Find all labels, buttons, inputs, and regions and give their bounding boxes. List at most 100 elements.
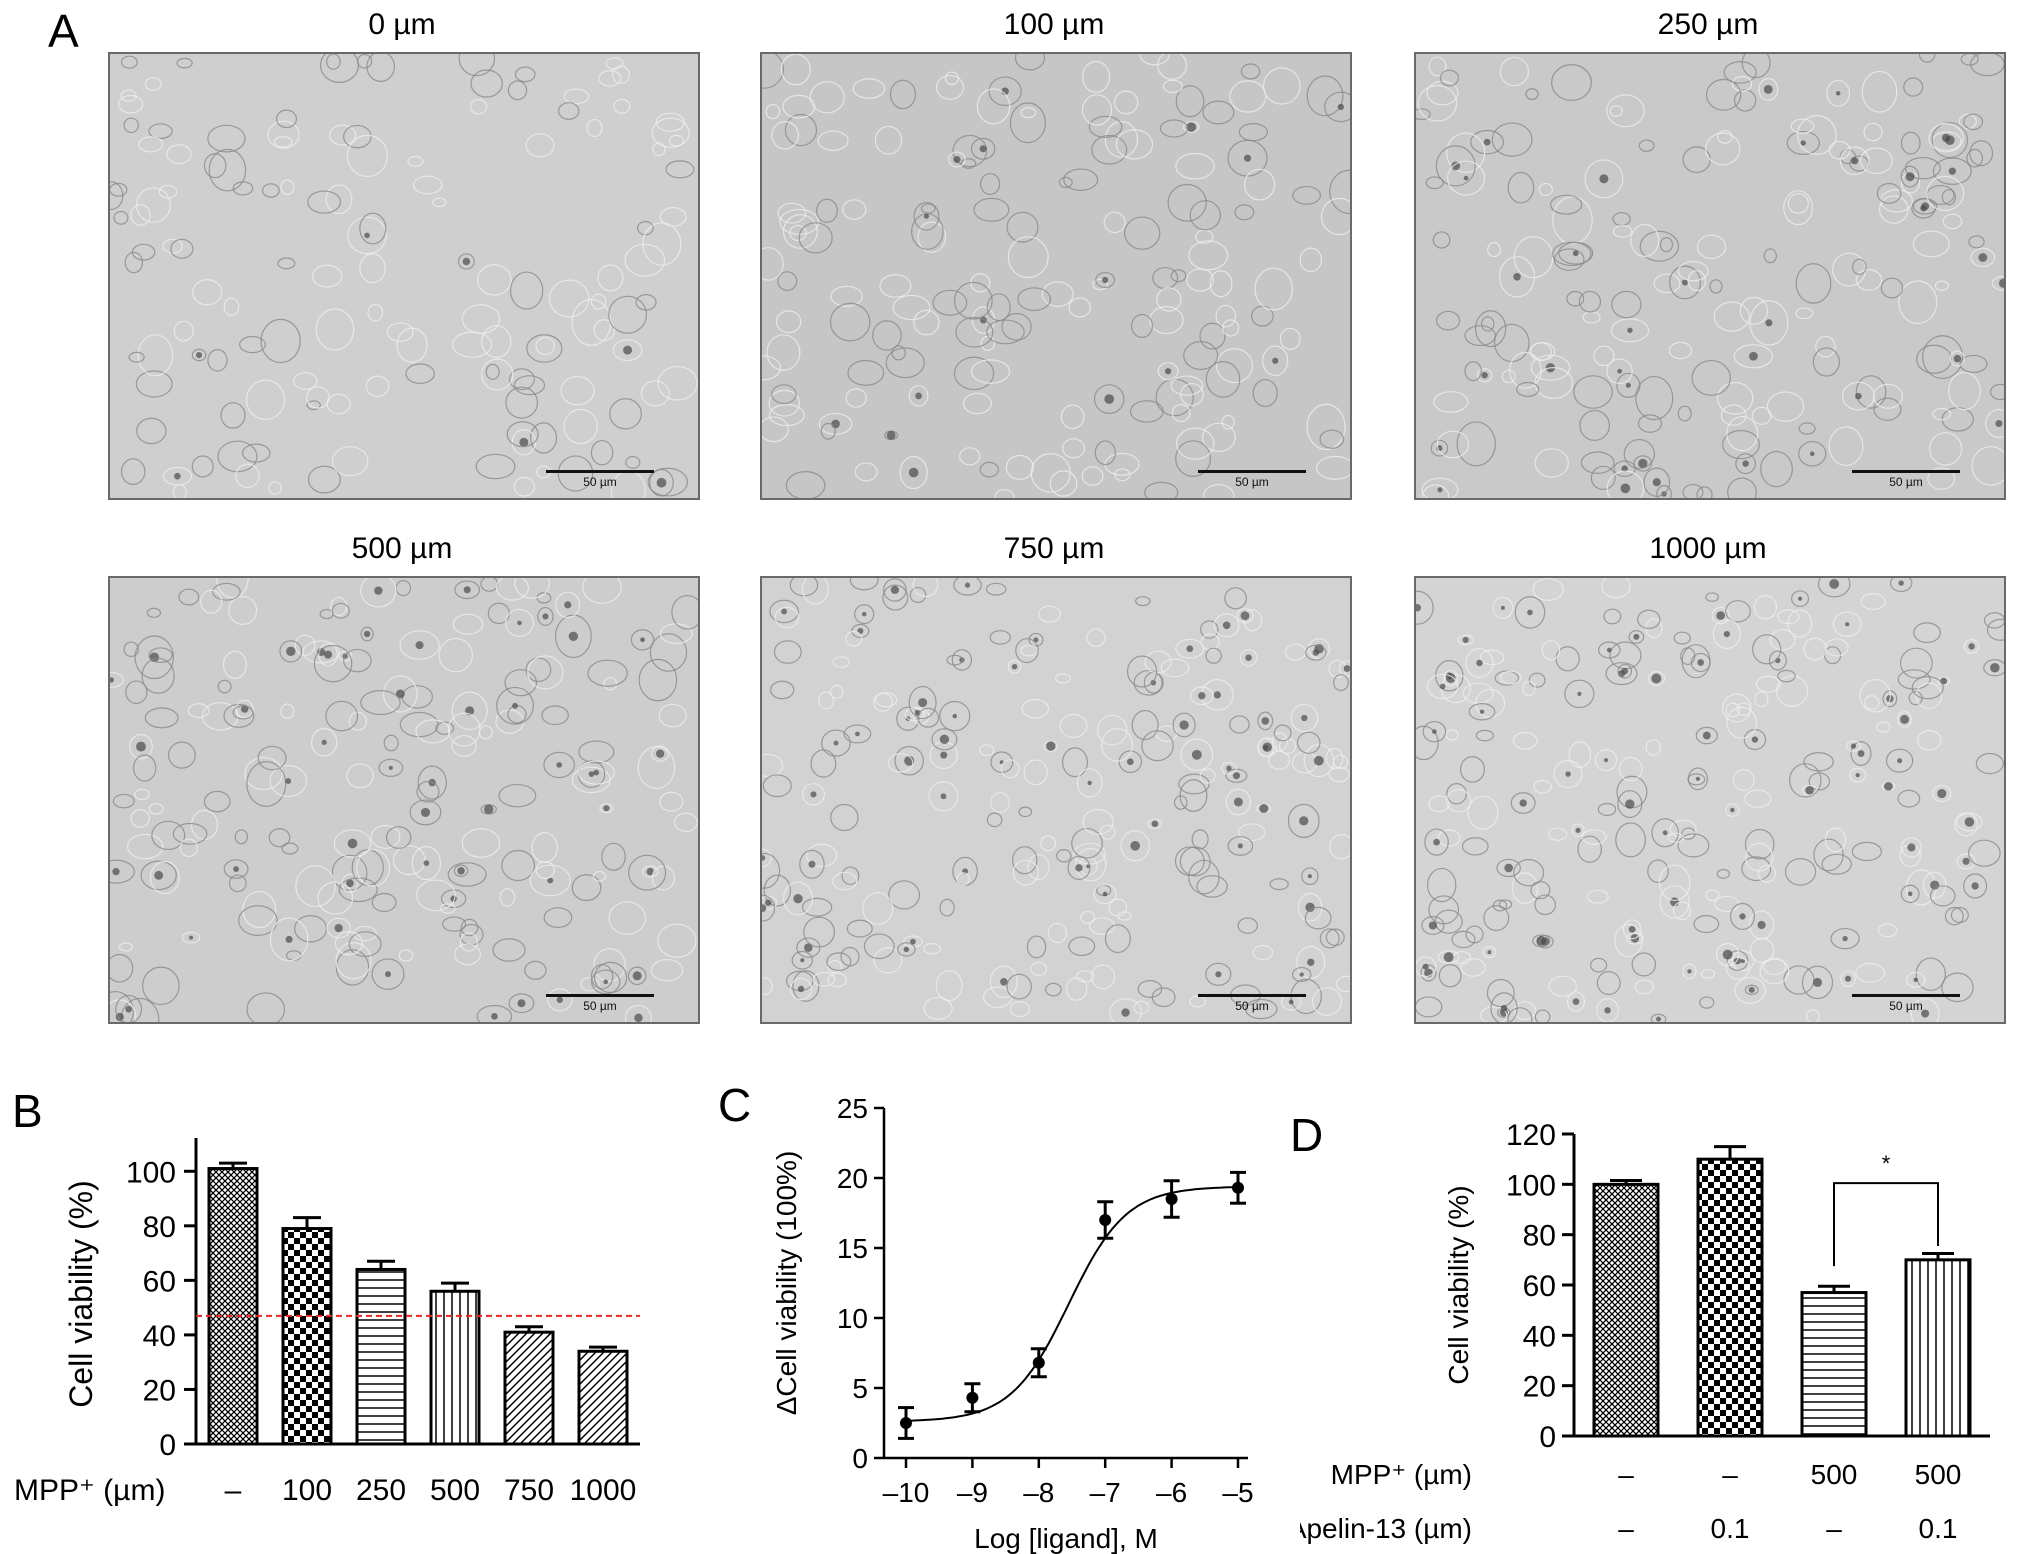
cell-outline [1653,273,1681,294]
cell-nucleus [1633,633,1640,640]
cell-outline [1006,211,1039,243]
cell-outline [1092,278,1109,291]
scale-bar [1198,470,1306,473]
cell-outline [1291,966,1312,983]
cell-outline [223,297,240,317]
cell-nucleus [1740,958,1746,964]
cell-outline [777,202,807,224]
cell-outline [1243,168,1276,201]
cell-outline [762,852,781,889]
cell-outline [613,98,631,114]
y-tick-label: 80 [1523,1220,1556,1253]
cell-outline [1860,593,1886,611]
cell-nucleus [1000,978,1008,986]
cell-outline [1885,748,1914,773]
cell-outline [1564,679,1595,709]
cell-nucleus [890,585,900,595]
cell-outline [508,993,535,1014]
cell-outline [1723,61,1757,84]
cell-outline [1851,841,1882,862]
cell-outline [801,897,833,917]
cell-outline [651,865,675,891]
x-tick-label: –7 [1090,1477,1121,1508]
cell-outline [1950,907,1969,924]
cell-outline [412,175,443,195]
cell-outline [228,595,258,625]
bar [577,1349,629,1446]
cell-outline [1605,662,1638,686]
cell-outline [1911,676,1944,700]
cell-outline [1239,649,1258,667]
cell-outline [1324,91,1350,123]
cell-outline [496,686,534,725]
cell-outline [149,860,180,895]
cell-outline [923,942,942,955]
cell-outline [511,429,537,456]
cell-outline [407,155,424,167]
cell-nucleus [347,838,358,849]
cell-outline [1333,754,1349,770]
cell-outline [1897,789,1921,808]
cell-outline [415,719,451,744]
cell-outline [110,990,134,1022]
cell-outline [1687,773,1706,786]
cell-outline [1445,132,1486,174]
cell-outline [832,656,850,668]
cell-outline [1428,56,1447,77]
cell-nucleus [1851,157,1859,165]
cell-outline [1482,946,1497,959]
cell-outline [261,183,280,198]
cell-outline [112,793,135,809]
cell-outline [1759,957,1790,985]
cell-nucleus [764,899,772,907]
cell-outline [913,201,940,231]
cell-nucleus [1638,458,1648,469]
cell-outline [257,745,287,771]
cell-outline [293,372,318,390]
cell-outline [359,212,387,245]
cell-outline [1445,789,1472,813]
cell-outline [1618,756,1643,782]
cell-nucleus [1313,755,1324,766]
cell-outline [1325,928,1345,947]
cell-outline [1162,79,1183,94]
cell-outline [1269,878,1289,891]
cell-outline [1200,633,1220,651]
cell-outline [1257,738,1275,758]
cell-outline [356,54,373,69]
cell-outline [1189,686,1214,706]
cell-outline [1059,713,1088,739]
cell-outline [1717,130,1733,144]
cell-nucleus [1186,122,1197,132]
cell-outline [1598,641,1621,659]
cell-nucleus [940,751,948,759]
cell-outline [769,599,799,624]
cell-outline [803,916,836,948]
cell-outline [178,588,200,606]
cell-outline [495,578,530,601]
cell-outline [909,586,927,604]
cell-outline [1499,56,1530,87]
cell-outline [1088,917,1116,935]
cell-outline [1175,440,1212,477]
cell-outline [1156,287,1182,312]
cell-outline [370,824,401,849]
row-label: MPP⁺ (µm) [1331,1459,1472,1490]
cell-outline [1830,927,1860,950]
cell-outline [777,271,798,292]
cell-outline [294,914,328,943]
cell-outline [525,133,555,158]
cell-outline [1762,958,1787,976]
cell-outline [1456,421,1496,467]
cell-outline [1221,414,1235,430]
cell-outline [1299,247,1323,273]
cell-nucleus [512,702,518,709]
cell-outline [1447,160,1486,196]
cell-outline [1817,578,1851,598]
cell-outline [541,705,569,726]
cell-outline [1529,342,1553,362]
cell-outline [1097,714,1128,746]
cell-outline [1623,438,1655,469]
cell-outline [513,476,535,497]
cell-outline [367,303,384,322]
